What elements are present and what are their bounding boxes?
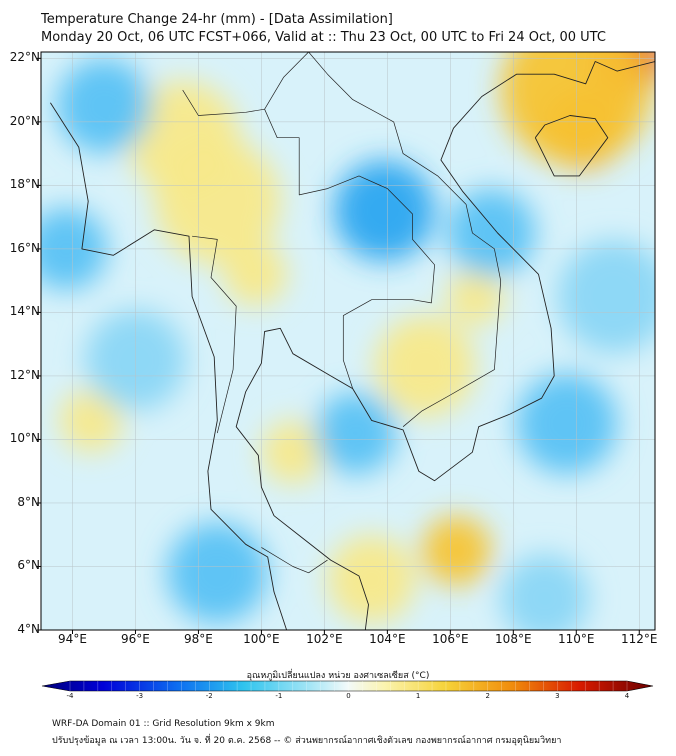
country-borders [182, 52, 502, 574]
colorbar-title: อุณหภูมิเปลี่ยนแปลง หน่วย องศาเซลเซียส (… [246, 671, 430, 681]
temperature-field [41, 52, 655, 630]
colorbar-label-3: 3 [555, 692, 560, 700]
field-patch-11 [59, 388, 123, 452]
lat-label-16: 16°N [9, 240, 40, 255]
coastline-2 [534, 115, 609, 177]
lon-label-98: 98°E [183, 632, 213, 646]
field-patch-5 [126, 81, 240, 195]
lon-label-110: 110°E [558, 632, 595, 646]
lon-label-94: 94°E [58, 632, 87, 646]
temperature-map [37, 51, 656, 634]
lat-label-6: 6°N [17, 558, 40, 573]
colorbar-label-1: 1 [415, 692, 421, 700]
colorbar-tick-marks [69, 681, 628, 691]
lon-label-104: 104°E [369, 632, 406, 646]
field-patch-17 [516, 373, 618, 474]
field-patch-19 [557, 239, 655, 354]
lon-label-96: 96°E [121, 632, 150, 646]
field-patch-10 [261, 420, 325, 484]
graticule [41, 52, 655, 630]
map-frame [40, 51, 656, 631]
colorbar-label--1: -1 [275, 692, 283, 700]
map-subtitle: Monday 20 Oct, 06 UTC FCST+066, Valid at… [41, 30, 606, 45]
coastline-1 [235, 61, 655, 630]
lat-label-12: 12°N [9, 367, 40, 382]
lon-label-102: 102°E [306, 632, 343, 646]
lat-label-14: 14°N [9, 304, 40, 319]
map-title: Temperature Change 24-hr (mm) - [Data As… [41, 12, 393, 27]
border-line-2 [264, 109, 435, 389]
lon-label-108: 108°E [495, 632, 532, 646]
lat-label-8: 8°N [17, 494, 40, 509]
coastlines [50, 61, 655, 630]
lon-label-100: 100°E [243, 632, 280, 646]
field-patch-13 [447, 188, 536, 278]
colorbar-label--4: -4 [66, 692, 74, 700]
field-patch-12 [333, 160, 435, 262]
field-patch-4 [223, 242, 287, 306]
border-line-3 [308, 52, 502, 427]
lat-label-10: 10°N [9, 431, 40, 446]
lat-label-20: 20°N [9, 113, 40, 128]
colorbar-label--3: -3 [136, 692, 144, 700]
field-patch-14 [56, 58, 152, 154]
border-line-1 [192, 235, 237, 434]
field-patch-21 [500, 554, 589, 630]
colorbar-label--2: -2 [205, 692, 213, 700]
lon-label-106: 106°E [432, 632, 469, 646]
lon-label-112: 112°E [621, 632, 658, 646]
lat-label-18: 18°N [9, 177, 40, 192]
coastline-0 [50, 102, 288, 630]
border-line-0 [182, 52, 309, 116]
lat-label-4: 4°N [17, 622, 40, 636]
field-patch-8 [421, 515, 492, 586]
colorbar-label-4: 4 [624, 692, 630, 700]
lat-label-22: 22°N [9, 50, 40, 65]
colorbar-label-0: 0 [346, 692, 351, 700]
credit-line: ปรับปรุงข้อมูล ณ เวลา 13:00น. วัน จ. ที่… [52, 736, 562, 746]
field-patch-7 [447, 268, 504, 325]
field-patch-18 [166, 522, 268, 624]
field-patch-6 [374, 316, 476, 417]
colorbar-label-2: 2 [485, 692, 490, 700]
model-info: WRF-DA Domain 01 :: Grid Resolution 9km … [52, 719, 275, 729]
field-patch-16 [314, 392, 397, 475]
axis-ticks [37, 57, 640, 634]
border-line-4 [261, 547, 328, 574]
colorbar-gradient [41, 680, 654, 692]
field-patch-9 [327, 535, 416, 624]
